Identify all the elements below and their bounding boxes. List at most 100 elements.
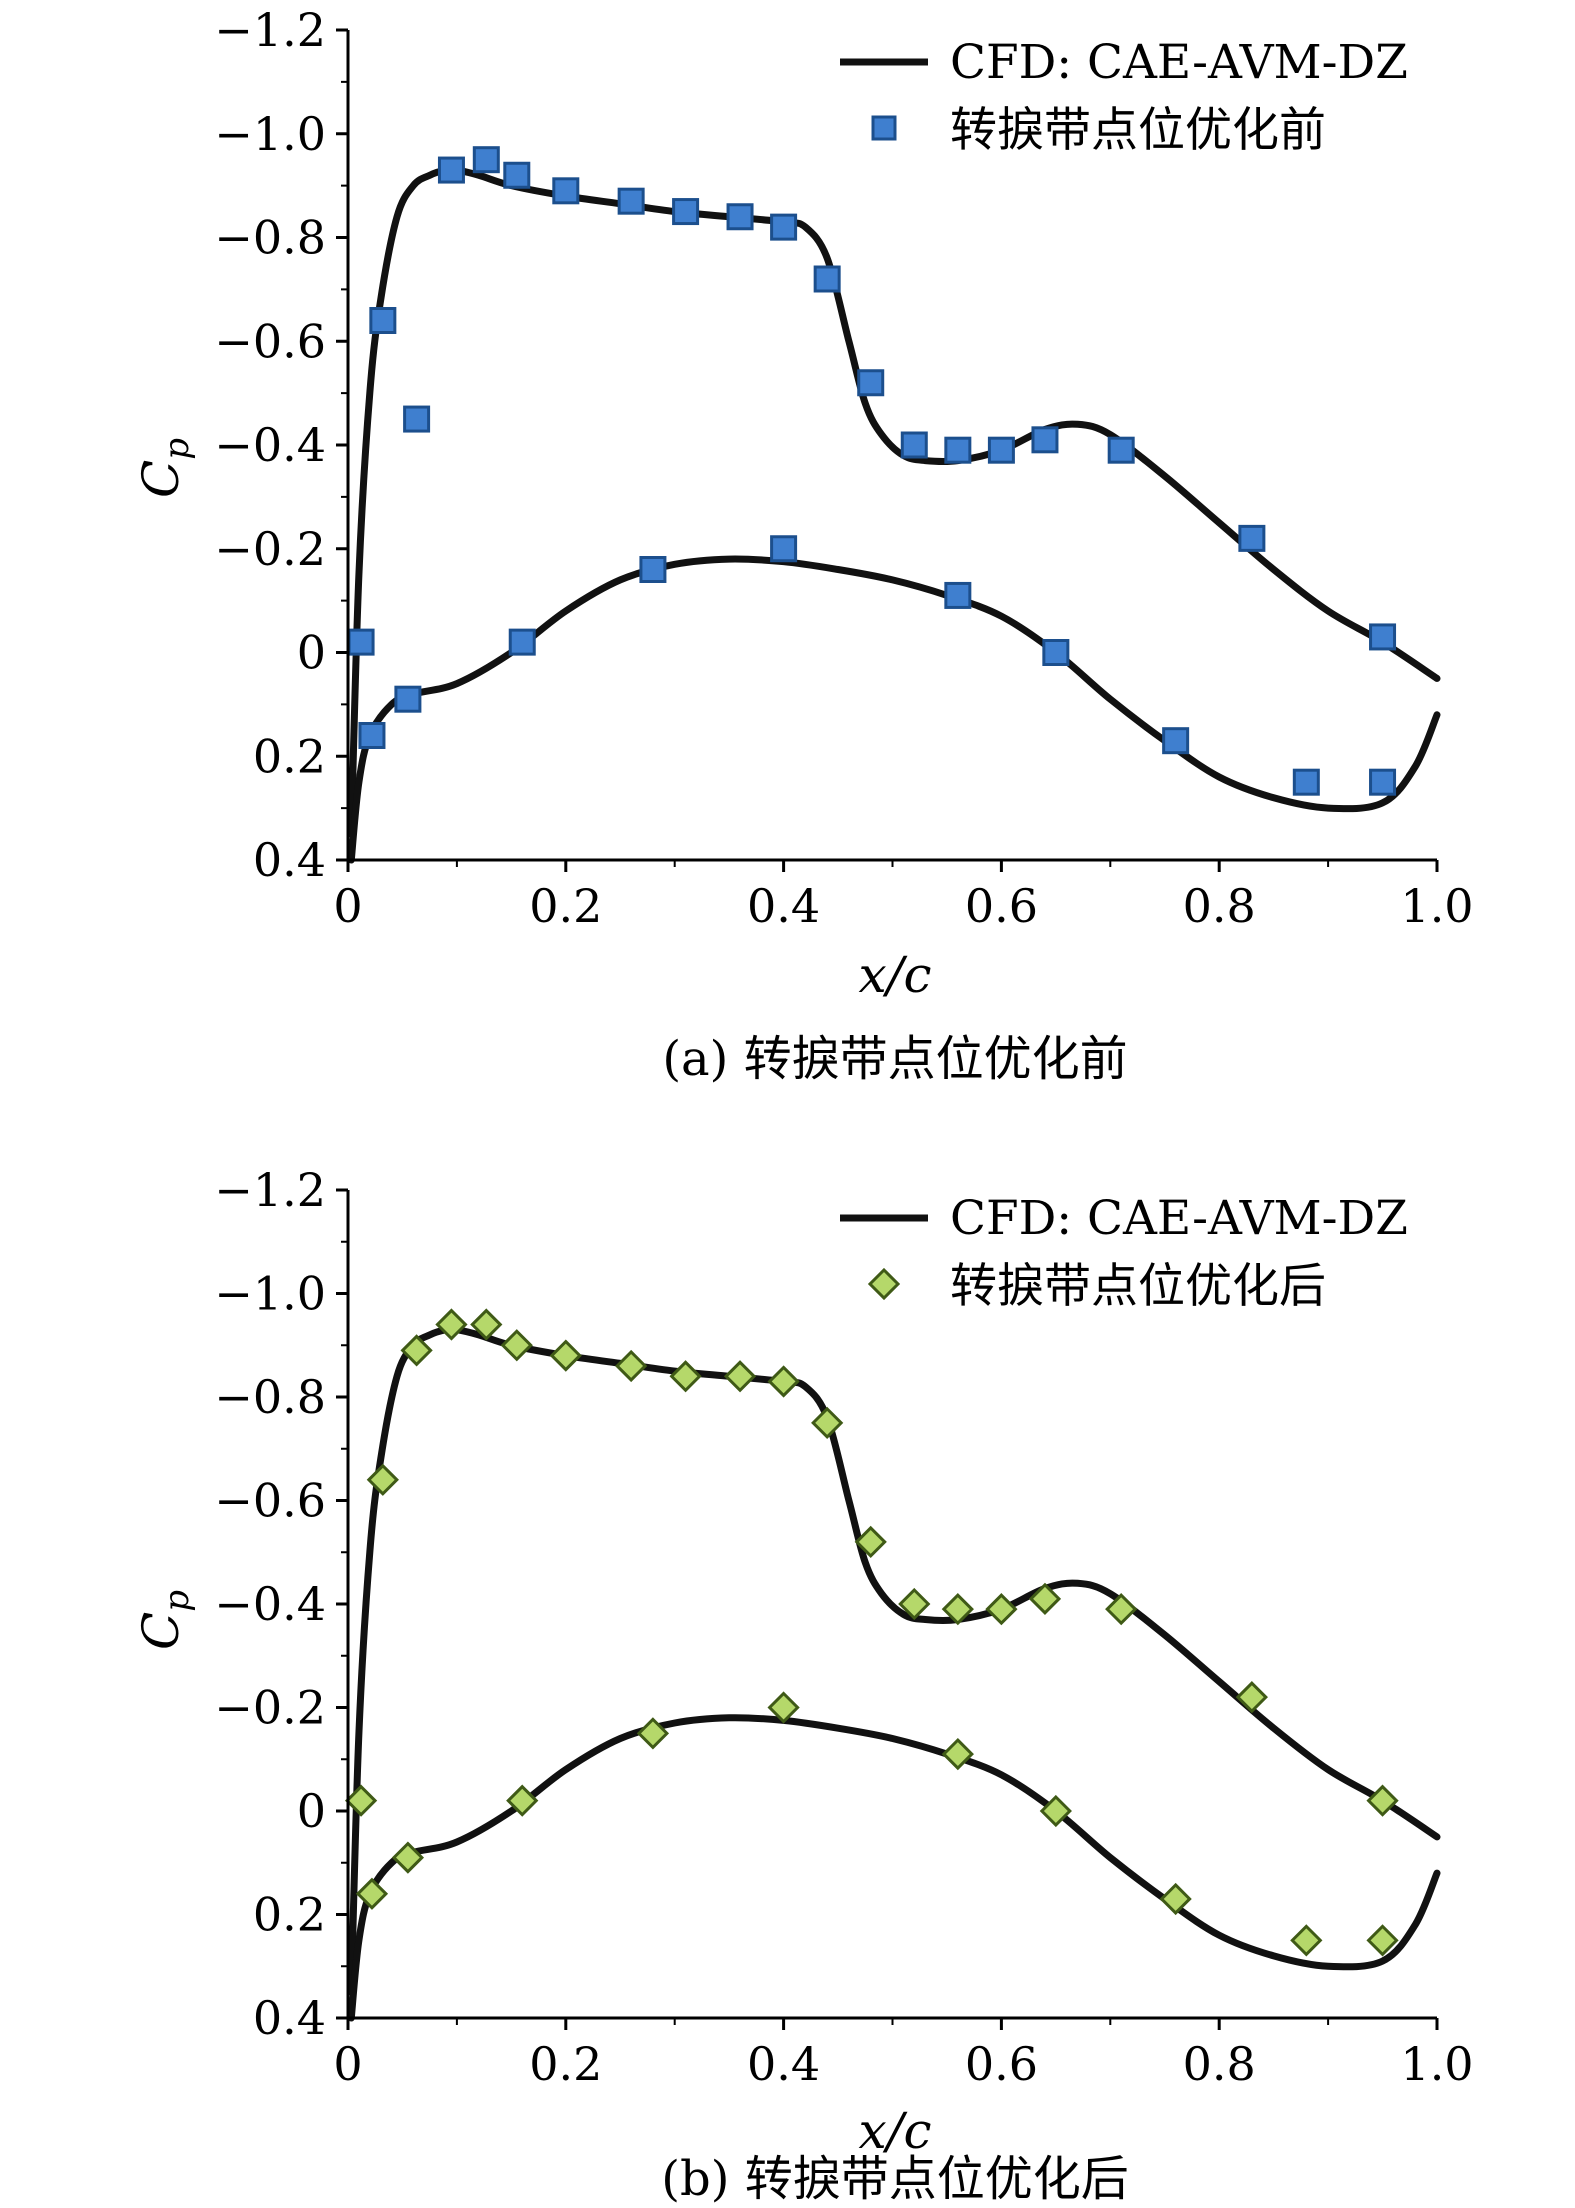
- y-tick-label: 0.2: [253, 1888, 326, 1942]
- legend-marker-label: 转捩带点位优化前: [950, 103, 1326, 158]
- axes-a: −1.2−1.0−0.8−0.6−0.4−0.200.20.40 0.2 0.4 0.…: [214, 3, 1473, 933]
- cfd-curve-lower: [347, 555, 1441, 864]
- plot-area-a: [347, 146, 1441, 864]
- y-tick-label: −1.0: [214, 107, 326, 161]
- data-point-square: [617, 187, 645, 215]
- data-point-square: [900, 431, 928, 459]
- chart-panel-a: −1.2−1.0−0.8−0.6−0.4−0.200.20.40 0.2 0.4 0.…: [132, 3, 1474, 1087]
- data-point-square: [369, 307, 397, 334]
- data-point-square: [944, 436, 972, 464]
- data-point-square: [1031, 426, 1059, 454]
- legend-a: CFD: CAE-AVM-DZ 转捩带点位优化前: [840, 35, 1408, 158]
- data-point-square: [1162, 727, 1190, 755]
- y-tick-label: −0.2: [214, 1681, 326, 1735]
- x-tick-label: 0.8: [1183, 2037, 1256, 2091]
- data-point-diamond: [366, 1463, 399, 1496]
- legend-line-label: CFD: CAE-AVM-DZ: [950, 35, 1408, 90]
- legend-marker-swatch: [871, 115, 897, 141]
- x-tick-label: 1.0: [1400, 879, 1473, 933]
- data-point-square: [358, 722, 386, 749]
- data-point-diamond: [400, 1334, 433, 1367]
- x-tick-label: 0.4: [747, 879, 820, 933]
- x-tick-label: 0.6: [965, 2037, 1038, 2091]
- data-point-diamond: [854, 1525, 887, 1559]
- y-tick-label: −0.6: [214, 314, 326, 368]
- data-point-diamond: [355, 1877, 389, 1910]
- legend-b: CFD: CAE-AVM-DZ 转捩带点位优化后: [840, 1191, 1408, 1314]
- y-tick-label: −0.2: [214, 522, 326, 576]
- data-point-square: [770, 213, 798, 241]
- data-point-diamond: [500, 1329, 533, 1362]
- y-tick-label: −0.4: [214, 418, 326, 472]
- data-point-diamond: [1039, 1794, 1072, 1828]
- data-point-diamond: [506, 1784, 539, 1817]
- data-point-diamond: [811, 1406, 844, 1439]
- y-tick-label: 0.2: [253, 729, 326, 783]
- caption-a: (a) 转捩带点位优化前: [662, 1031, 1127, 1087]
- y-tick-label: −0.8: [214, 211, 326, 265]
- data-point-diamond: [1366, 1784, 1399, 1817]
- data-point-diamond: [391, 1841, 425, 1874]
- data-point-square: [394, 685, 422, 713]
- data-point-square: [813, 265, 841, 293]
- data-point-square: [472, 146, 500, 174]
- data-point-diamond: [470, 1308, 503, 1341]
- axes-b: −1.2−1.0−0.8−0.6−0.4−0.200.20.40 0.2 0.4 0.…: [214, 1163, 1473, 2091]
- data-point-square: [1369, 623, 1397, 651]
- data-point-square: [726, 203, 754, 231]
- y-tick-label: −0.4: [214, 1577, 326, 1631]
- x-tick-label: 1.0: [1400, 2037, 1473, 2091]
- y-tick-label: −1.2: [214, 3, 326, 57]
- data-point-diamond: [985, 1593, 1018, 1626]
- y-axis-label: Cp: [132, 438, 197, 498]
- data-point-square: [639, 556, 667, 583]
- data-point-diamond: [1105, 1593, 1138, 1626]
- data-point-diamond: [344, 1784, 378, 1817]
- data-point-square: [347, 628, 375, 656]
- data-point-square: [987, 436, 1015, 464]
- data-point-diamond: [615, 1349, 648, 1383]
- data-point-square: [1238, 524, 1266, 552]
- data-point-diamond: [1028, 1582, 1062, 1615]
- y-tick-label: 0: [297, 626, 326, 680]
- data-point-square: [1292, 768, 1320, 796]
- x-tick-label: 0.2: [529, 879, 602, 933]
- y-tick-label: 0.4: [253, 833, 326, 887]
- y-tick-label: −1.0: [214, 1267, 326, 1321]
- cfd-curve-upper: [347, 1325, 1441, 1996]
- data-point-square: [672, 198, 700, 226]
- legend-marker-label: 转捩带点位优化后: [950, 1259, 1326, 1314]
- x-axis-label: x/c: [858, 946, 931, 1004]
- data-point-diamond: [1159, 1882, 1192, 1916]
- data-point-square: [1042, 639, 1070, 666]
- x-tick-label: 0: [333, 2037, 362, 2091]
- x-axis-label: x/c: [858, 2102, 931, 2160]
- data-point-square: [552, 177, 580, 205]
- data-point-square: [508, 628, 536, 656]
- x-tick-label: 0.4: [747, 2037, 820, 2091]
- chart-panel-b: −1.2−1.0−0.8−0.6−0.4−0.200.20.40 0.2 0.4 0.…: [132, 1163, 1474, 2207]
- y-tick-label: 0: [297, 1784, 326, 1838]
- data-point-square: [944, 581, 972, 609]
- x-tick-label: 0.6: [965, 879, 1038, 933]
- data-point-diamond: [636, 1717, 670, 1750]
- y-axis-label: Cp: [132, 1590, 197, 1650]
- data-point-diamond: [941, 1737, 974, 1771]
- data-point-diamond: [767, 1365, 800, 1398]
- data-point-square: [1369, 768, 1397, 796]
- legend-line-label: CFD: CAE-AVM-DZ: [950, 1191, 1408, 1246]
- data-point-square: [403, 405, 431, 433]
- data-point-square: [770, 535, 798, 563]
- data-point-diamond: [669, 1360, 702, 1393]
- data-point-diamond: [1366, 1924, 1399, 1957]
- plot-area-b: [344, 1308, 1441, 2022]
- x-tick-label: 0: [333, 879, 362, 933]
- x-tick-label: 0.2: [529, 2037, 602, 2091]
- data-point-diamond: [1290, 1924, 1323, 1957]
- caption-b: (b) 转捩带点位优化后: [661, 2151, 1128, 2207]
- y-tick-label: −0.6: [214, 1474, 326, 1528]
- cfd-curve-upper: [347, 165, 1441, 838]
- data-point-square: [503, 161, 531, 189]
- data-point-diamond: [549, 1339, 582, 1372]
